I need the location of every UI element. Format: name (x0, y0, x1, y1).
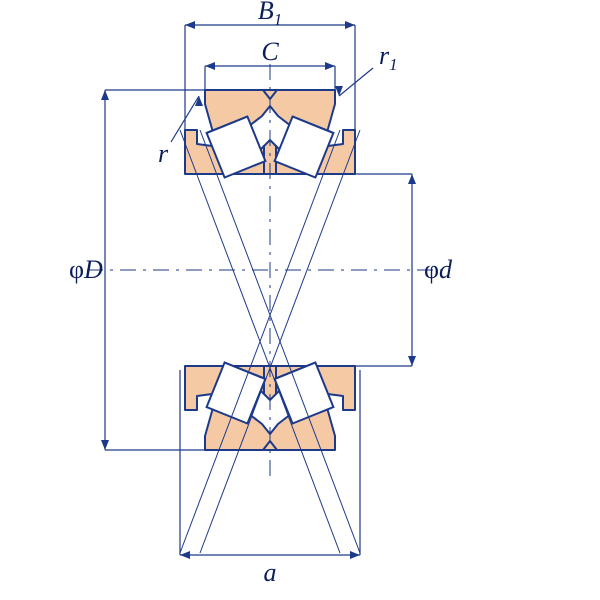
svg-text:φD: φD (69, 255, 103, 284)
svg-text:C: C (261, 37, 279, 66)
svg-text:r1: r1 (379, 41, 398, 74)
svg-text:a: a (264, 558, 277, 587)
svg-text:r: r (158, 139, 169, 168)
svg-text:B1: B1 (258, 0, 282, 29)
bearing-diagram: B1 Ca φD φd r r1 (0, 0, 600, 600)
svg-text:φd: φd (424, 255, 453, 284)
